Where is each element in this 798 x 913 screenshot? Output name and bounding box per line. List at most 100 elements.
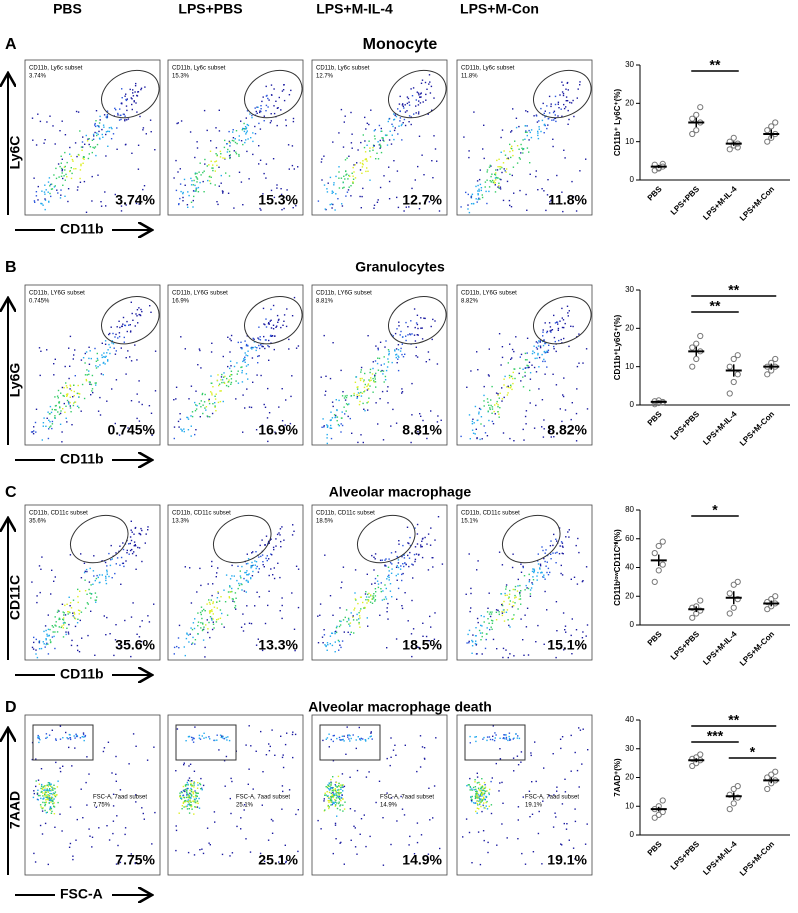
flow-dot — [69, 602, 72, 604]
flow-dot — [495, 169, 497, 171]
flow-dot — [379, 186, 382, 189]
flow-dot — [326, 791, 328, 793]
flow-dot — [417, 113, 420, 115]
flow-dot — [339, 784, 342, 786]
flow-dot — [134, 545, 137, 547]
flow-dot — [288, 94, 291, 96]
flow-dot — [154, 390, 157, 392]
flow-dot — [218, 384, 220, 387]
gate — [101, 69, 160, 119]
flow-dot — [42, 425, 44, 427]
flow-dot — [99, 119, 101, 121]
flow-dot — [466, 642, 468, 644]
flow-dot — [248, 178, 250, 180]
flow-dot — [194, 433, 196, 436]
flow-dot — [114, 639, 117, 641]
flow-dot — [39, 120, 42, 123]
flow-dot — [73, 616, 75, 618]
flow-dot — [355, 747, 357, 750]
flow-dot — [105, 577, 107, 579]
flow-dot — [333, 802, 335, 805]
flow-dot — [501, 387, 503, 389]
flow-dot — [82, 732, 85, 734]
significance-label: ** — [710, 57, 721, 73]
flow-dot — [204, 163, 206, 165]
flow-dot — [330, 424, 332, 427]
flow-dot — [491, 412, 493, 414]
flow-dot — [278, 96, 280, 99]
flow-dot — [392, 408, 394, 411]
flow-dot — [351, 432, 353, 434]
flow-dot — [340, 108, 343, 111]
flow-dot — [321, 636, 324, 638]
flow-dot — [86, 602, 89, 604]
flow-dot — [44, 809, 46, 812]
flow-dot — [130, 616, 133, 618]
flow-dot — [56, 611, 59, 613]
flow-dot — [331, 800, 333, 802]
flow-dot — [411, 655, 413, 658]
flow-dot — [254, 560, 256, 562]
flow-dot — [51, 729, 53, 731]
flow-dot — [532, 579, 535, 581]
flow-dot — [210, 140, 212, 142]
flow-dot — [60, 189, 62, 191]
flow-dot — [334, 799, 336, 801]
flow-dot — [194, 799, 196, 801]
flow-dot — [114, 336, 116, 338]
flow-dot — [319, 603, 322, 605]
data-point — [655, 542, 662, 550]
flow-dot — [276, 107, 279, 109]
flow-dot — [44, 646, 46, 648]
flow-dot — [177, 122, 179, 124]
flow-dot — [271, 832, 274, 834]
flow-dot — [229, 145, 231, 147]
flow-dot — [409, 551, 411, 554]
flow-dot — [35, 649, 37, 651]
flow-dot — [54, 409, 56, 411]
flow-dot — [387, 358, 389, 360]
flow-dot — [559, 408, 561, 410]
flow-dot — [94, 654, 96, 656]
flow-dot — [72, 615, 74, 617]
flow-dot — [202, 180, 204, 183]
flow-dot — [397, 369, 400, 372]
flow-dot — [471, 800, 473, 803]
flow-dot — [362, 402, 364, 405]
flow-dot — [389, 764, 391, 767]
flow-dot — [340, 423, 342, 425]
flow-dot — [484, 647, 487, 650]
flow-dot — [538, 388, 540, 390]
flow-dot — [469, 438, 471, 440]
column-header: LPS+M-IL-4 — [316, 1, 393, 17]
flow-dot — [243, 358, 245, 360]
flow-dot — [378, 780, 381, 782]
flow-dot — [419, 102, 422, 104]
flow-dot — [138, 532, 140, 535]
flow-dot — [483, 615, 485, 618]
flow-dot — [64, 134, 67, 136]
flow-dot — [485, 190, 487, 193]
flow-dot — [241, 129, 244, 131]
flow-dot — [59, 618, 61, 620]
flow-dot — [191, 784, 193, 786]
flow-dot — [504, 375, 506, 378]
flow-dot — [258, 145, 260, 147]
flow-dot — [507, 656, 509, 659]
flow-dot — [339, 739, 341, 741]
flow-dot — [495, 734, 497, 736]
flow-dot — [403, 118, 406, 121]
flow-dot — [42, 787, 44, 789]
flow-dot — [39, 739, 41, 741]
flow-dot — [423, 174, 425, 176]
flow-dot — [73, 735, 75, 737]
flow-dot — [539, 341, 541, 343]
flow-dot — [126, 98, 128, 100]
flow-dot — [88, 357, 90, 360]
flow-dot — [273, 88, 275, 90]
flow-dot — [337, 797, 340, 799]
flow-dot — [279, 528, 282, 530]
flow-dot — [48, 635, 50, 637]
flow-dot — [111, 340, 113, 342]
flow-dot — [512, 757, 515, 759]
